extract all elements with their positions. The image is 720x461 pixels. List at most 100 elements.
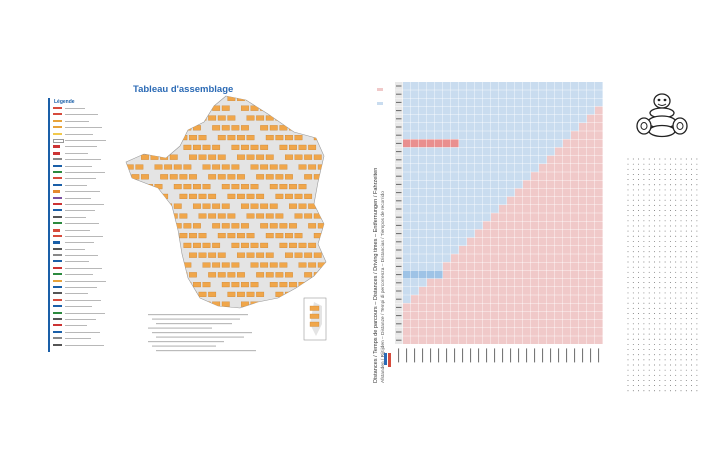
map-tile: [241, 144, 249, 150]
grid-cell: [475, 188, 483, 197]
map-tile: [279, 144, 288, 150]
grid-cell: [563, 188, 571, 197]
grid-cell: [571, 180, 579, 189]
note-dot: [664, 225, 666, 227]
note-dot: [627, 385, 629, 387]
note-dot: [659, 343, 661, 345]
dist-key-red: [377, 88, 383, 91]
map-tile: [145, 223, 153, 229]
note-dot: [680, 271, 682, 273]
legend-text-line: [65, 248, 85, 250]
note-dot: [680, 354, 682, 356]
legend-swatch: [53, 305, 62, 308]
grid-cell: [531, 246, 539, 254]
note-dot: [669, 240, 671, 242]
grid-cell: [419, 270, 427, 279]
note-dot: [664, 204, 666, 206]
grid-cell: [451, 295, 459, 303]
grid-cell: [467, 311, 475, 320]
note-dot: [648, 199, 650, 201]
grid-cell: [491, 229, 499, 238]
note-dot: [680, 179, 682, 181]
grid-cell: [419, 295, 427, 303]
note-dot: [627, 364, 629, 366]
grid-cell: [491, 139, 499, 148]
map-tile: [169, 213, 178, 219]
grid-cell: [539, 155, 547, 164]
grid-cell: [571, 139, 579, 148]
grid-cell: [427, 336, 435, 344]
map-tile: [250, 203, 259, 209]
note-dot: [691, 313, 693, 314]
grid-cell: [427, 213, 435, 221]
grid-cell: [443, 82, 451, 90]
grid-cell: [491, 205, 499, 213]
grid-cell: [531, 98, 539, 107]
note-dot: [685, 338, 687, 340]
note-dot: [696, 380, 698, 381]
map-tile: [317, 125, 326, 131]
distance-subtitle: Afstanden / Rijtijden – Distanze / Tempi…: [381, 191, 386, 383]
note-dot: [675, 184, 677, 186]
map-tile: [227, 174, 236, 180]
map-tile: [221, 184, 230, 190]
note-dot: [696, 271, 698, 273]
grid-cell: [499, 82, 507, 90]
map-tile: [279, 242, 288, 248]
map-tile: [141, 252, 149, 258]
grid-cell: [579, 155, 587, 164]
grid-cell: [403, 139, 411, 148]
note-dot: [627, 390, 629, 392]
grid-cell: [595, 139, 603, 148]
note-dot: [669, 302, 671, 304]
note-dot: [685, 194, 687, 196]
grid-cell: [571, 278, 579, 287]
map-tile: [202, 282, 211, 288]
grid-cell: [435, 172, 443, 180]
grid-cell: [403, 246, 411, 254]
grid-cell: [491, 188, 499, 197]
legend-rows: [53, 107, 107, 350]
map-tile: [202, 144, 211, 150]
note-dot: [638, 235, 640, 237]
legend-text-line: [65, 152, 88, 154]
grid-cell: [547, 278, 555, 287]
grid-cell: [587, 155, 595, 164]
grid-cell: [563, 205, 571, 213]
note-dot: [643, 240, 645, 242]
note-dot: [696, 333, 698, 335]
grid-cell: [515, 106, 523, 115]
note-dot: [659, 251, 661, 253]
map-tile: [298, 105, 307, 111]
note-dot: [638, 256, 640, 258]
note-dot: [675, 158, 677, 160]
note-dot: [627, 199, 629, 201]
legend-swatch: [53, 286, 62, 289]
row-label-mark: [396, 142, 402, 144]
grid-cell: [451, 131, 459, 139]
grid-cell: [547, 254, 555, 262]
grid-cell: [579, 319, 587, 328]
grid-cell: [499, 270, 507, 279]
legend-swatch: [53, 337, 62, 340]
grid-cell: [579, 278, 587, 287]
map-tile: [308, 144, 317, 150]
grid-cell: [475, 180, 483, 189]
map-tile: [126, 115, 130, 121]
row-label-mark: [396, 265, 402, 267]
map-tile: [150, 135, 159, 141]
grid-cell: [539, 262, 547, 271]
grid-cell: [451, 336, 459, 344]
note-dot: [659, 354, 661, 356]
row-label-mark: [396, 175, 402, 177]
grid-cell: [419, 254, 427, 262]
grid-cell: [595, 155, 603, 164]
note-dot: [632, 189, 634, 191]
note-dot: [685, 235, 687, 237]
grid-cell: [531, 319, 539, 328]
note-dot: [685, 251, 687, 253]
grid-cell: [499, 221, 507, 230]
map-tile: [227, 233, 236, 239]
grid-cell: [435, 90, 443, 98]
note-dot: [669, 338, 671, 340]
